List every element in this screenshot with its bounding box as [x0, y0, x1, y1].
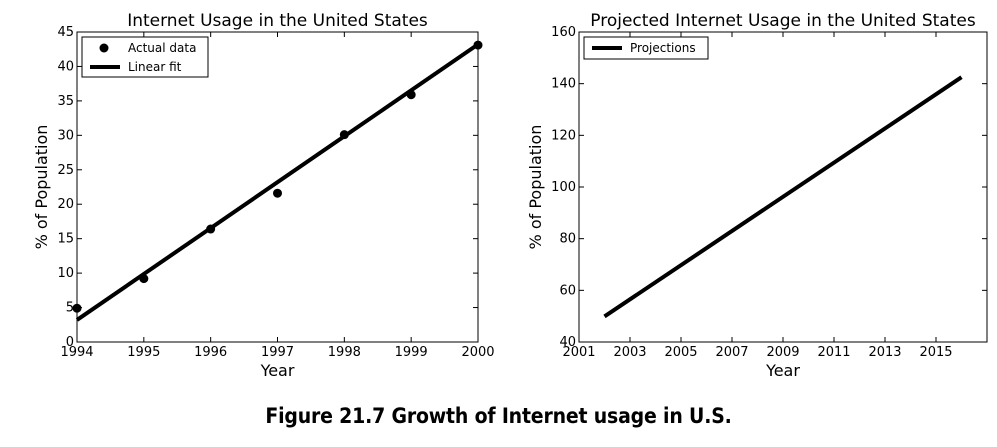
series-line: [75, 42, 480, 322]
legend-box: [583, 36, 709, 60]
marks-group: [603, 75, 963, 319]
x-tick-label: 2000: [461, 345, 494, 360]
y-tick-label: 25: [57, 163, 74, 178]
marks-group: [72, 40, 483, 322]
x-axis-label: Year: [260, 361, 295, 380]
x-tick-label: 2001: [562, 345, 595, 360]
legend-label: Linear fit: [128, 60, 182, 74]
figure-caption: Figure 21.7 Growth of Internet usage in …: [265, 404, 732, 428]
x-tick-label: 1996: [194, 345, 227, 360]
y-tick-label: 35: [57, 94, 74, 109]
y-tick-label: 40: [57, 59, 74, 74]
x-axis-label: Year: [765, 361, 800, 380]
series-line: [603, 75, 963, 319]
y-tick-label: 40: [559, 335, 576, 350]
y-tick-label: 20: [57, 197, 74, 212]
y-tick-label: 140: [551, 77, 576, 92]
y-tick-label: 0: [66, 335, 74, 350]
chart-internet-usage: Internet Usage in the United States Year…: [32, 11, 495, 380]
figure: Internet Usage in the United States Year…: [32, 11, 988, 380]
legend: Actual data Linear fit: [81, 36, 209, 78]
chart-projected-usage: Projected Internet Usage in the United S…: [526, 11, 988, 380]
y-tick-label: 80: [559, 232, 576, 247]
legend: Projections: [583, 36, 709, 60]
chart-title: Internet Usage in the United States: [127, 11, 428, 31]
x-tick-label: 1997: [261, 345, 294, 360]
x-tick-label: 2011: [817, 345, 850, 360]
x-tick-label: 1998: [328, 345, 361, 360]
x-tick-label: 2005: [664, 345, 697, 360]
y-tick-label: 5: [66, 301, 74, 316]
y-axis-label: % of Population: [32, 125, 51, 250]
x-tick-label: 2003: [613, 345, 646, 360]
plot-frame: [578, 31, 988, 343]
y-axis-label: % of Population: [526, 125, 545, 250]
y-tick-label: 15: [57, 232, 74, 247]
y-tick-label: 160: [551, 25, 576, 40]
legend-label: Projections: [630, 41, 696, 55]
y-tick-label: 45: [57, 25, 74, 40]
y-tick-label: 100: [551, 180, 576, 195]
data-point: [273, 188, 282, 198]
y-tick-label: 10: [57, 266, 74, 281]
x-tick-label: 1994: [60, 345, 93, 360]
legend-marker: [99, 43, 109, 53]
tick-group: 2001 2003 2005 2007 2009 2011 2013 2015 40 60 80 10…: [551, 25, 987, 360]
x-tick-label: 2007: [715, 345, 748, 360]
legend-label: Actual data: [128, 41, 196, 55]
plot-frame: [76, 31, 479, 343]
x-tick-label: 2009: [766, 345, 799, 360]
x-tick-label: 1999: [395, 345, 428, 360]
y-tick-label: 120: [551, 128, 576, 143]
x-tick-label: 2013: [868, 345, 901, 360]
y-tick-label: 30: [57, 128, 74, 143]
x-tick-label: 2015: [919, 345, 952, 360]
chart-title: Projected Internet Usage in the United S…: [590, 11, 976, 31]
x-tick-label: 1995: [127, 345, 160, 360]
y-tick-label: 60: [559, 283, 576, 298]
